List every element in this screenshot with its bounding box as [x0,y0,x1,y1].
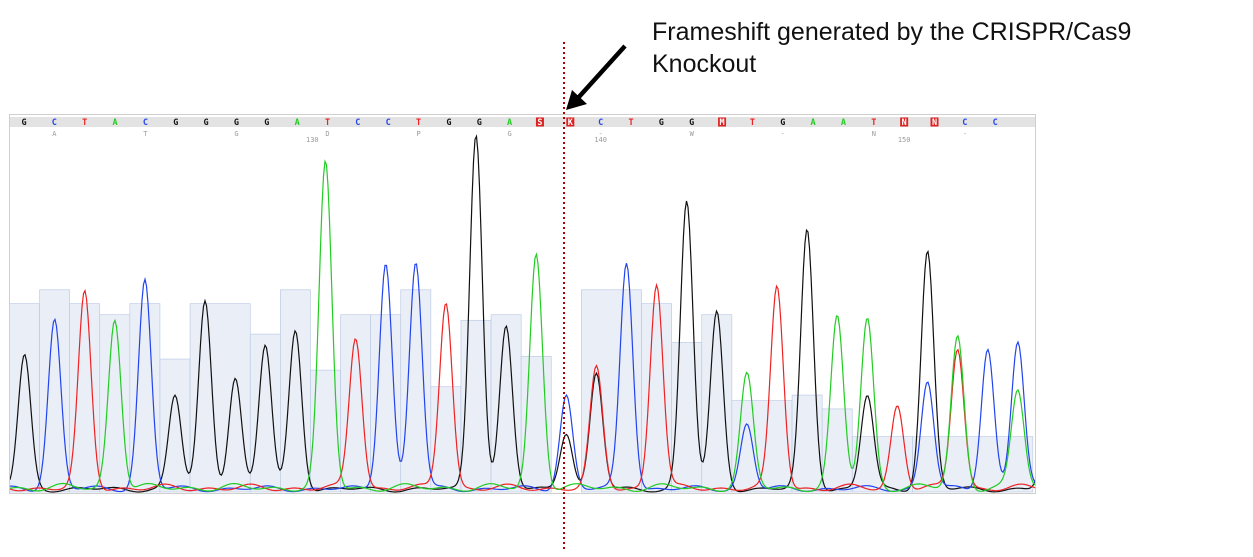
translation-letter: G [507,130,511,138]
quality-bar [821,408,853,493]
base-call-letter: C [52,118,57,128]
translation-letter: W [690,130,695,138]
base-call-letter: C [143,118,148,128]
base-call-letter: G [689,118,694,128]
quality-bar [249,333,281,493]
quality-bar [10,303,40,493]
base-call-letter: C [993,118,998,128]
quality-bar [791,394,823,493]
quality-bar [159,358,191,493]
annotation-arrow [576,44,627,100]
base-call-letter: M [719,118,724,128]
base-call-letter: G [659,118,664,128]
base-call-letter: A [811,118,816,128]
base-call-letter: T [871,118,876,128]
quality-bar [400,289,432,493]
base-call-letter: T [628,118,633,128]
base-call-letter: G [780,118,785,128]
quality-bar [69,303,101,493]
translation-letter: G [234,130,238,138]
base-call-letter: C [962,118,967,128]
base-call-letter: G [477,118,482,128]
base-call-letter: A [841,118,846,128]
quality-bar [731,400,793,493]
translation-letter: T [143,130,148,138]
mismatch-highlight [535,117,544,127]
base-call-letter: N [932,118,937,128]
quality-bar [39,289,70,493]
translation-letter: - [599,130,603,138]
base-call-letter: A [295,118,300,128]
base-call-letter: A [507,118,512,128]
annotation-arrowhead [566,90,587,110]
quality-bar [851,436,913,493]
trace-T-line [10,282,1035,492]
sequence-header-band [10,117,1035,127]
mismatch-highlight [930,117,939,127]
base-call-letter: N [902,118,907,128]
mismatch-highlight [566,117,575,127]
quality-bar [99,314,131,493]
base-call-letter: K [568,118,574,128]
quality-bar [701,314,733,493]
translation-letter: N [872,130,876,138]
mismatch-highlight [718,117,727,127]
position-label: 140 [594,136,607,144]
base-call-letter: G [264,118,269,128]
translation-letter: D [325,130,329,138]
base-call-letter: T [325,118,330,128]
quality-bar [129,303,161,493]
base-call-letter: G [446,118,451,128]
mismatch-highlight [900,117,909,127]
base-call-letter: G [21,118,26,128]
quality-bar [641,303,672,493]
base-call-letter: A [112,118,117,128]
base-call-letter: G [234,118,239,128]
translation-letter: P [416,130,420,138]
quality-bar [310,369,341,493]
trace-G-line [10,134,1035,493]
quality-bar [460,319,492,493]
base-call-letter: T [82,118,87,128]
quality-bar [189,303,251,493]
base-call-letter: G [173,118,178,128]
annotation-text: Frameshift generated by the CRISPR/Cas9 … [652,18,1132,78]
trace-A-line [10,159,1035,493]
position-label: 130 [306,136,319,144]
quality-bar [581,289,642,493]
base-call-letter: C [386,118,391,128]
translation-letter: - [781,130,785,138]
base-call-letter: T [416,118,421,128]
quality-bar [280,289,311,493]
base-call-letter: S [537,118,542,128]
quality-bar [370,314,402,493]
base-call-letter: C [355,118,360,128]
translation-letter: - [963,130,967,138]
chromatogram-chart: G C T A C G G G G A T C C T G G A S K C T G G M T G A A T N N C CA T G D P G -… [10,117,1035,493]
base-call-letter: T [750,118,755,128]
position-label: 150 [898,136,911,144]
base-call-letter: G [204,118,209,128]
translation-letter: A [52,130,57,138]
base-call-letter: C [598,118,603,128]
trace-C-line [10,263,1035,493]
quality-bar [340,314,371,493]
quality-bar [490,314,522,493]
